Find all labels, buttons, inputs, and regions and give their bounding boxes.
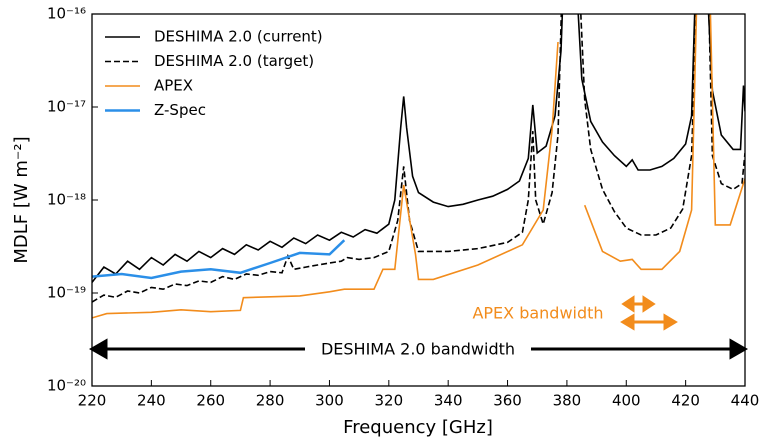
legend-label: DESHIMA 2.0 (target) bbox=[154, 52, 314, 70]
series-line bbox=[92, 14, 745, 319]
annotation: APEX bandwidth bbox=[472, 304, 603, 323]
x-tick-label: 340 bbox=[434, 392, 463, 410]
series-line bbox=[92, 14, 745, 303]
x-tick-label: 400 bbox=[612, 392, 641, 410]
y-tick-label: 10⁻¹⁸ bbox=[47, 191, 86, 209]
x-tick-label: 260 bbox=[196, 392, 225, 410]
x-tick-label: 220 bbox=[78, 392, 107, 410]
legend-label: DESHIMA 2.0 (current) bbox=[154, 28, 323, 46]
x-tick-label: 300 bbox=[315, 392, 344, 410]
x-tick-label: 420 bbox=[671, 392, 700, 410]
annotation-bg bbox=[305, 338, 531, 360]
annotation: DESHIMA 2.0 bandwidth bbox=[321, 340, 515, 359]
x-tick-label: 240 bbox=[137, 392, 166, 410]
x-tick-label: 320 bbox=[374, 392, 403, 410]
x-tick-label: 440 bbox=[731, 392, 760, 410]
legend-label: Z-Spec bbox=[154, 101, 206, 119]
series-line bbox=[92, 239, 346, 280]
y-tick-label: 10⁻¹⁷ bbox=[47, 98, 86, 116]
y-axis-label: MDLF [W m⁻²] bbox=[11, 136, 32, 263]
x-axis-label: Frequency [GHz] bbox=[343, 417, 493, 438]
x-tick-label: 380 bbox=[553, 392, 582, 410]
x-tick-label: 280 bbox=[256, 392, 285, 410]
plot-frame bbox=[91, 13, 746, 387]
apex-bandwidth-arrows bbox=[620, 295, 678, 331]
x-tick-label: 360 bbox=[493, 392, 522, 410]
legend-label: APEX bbox=[154, 77, 193, 95]
series-line bbox=[92, 14, 745, 283]
y-tick-label: 10⁻¹⁶ bbox=[47, 5, 86, 23]
y-tick-label: 10⁻²⁰ bbox=[47, 377, 86, 395]
y-tick-label: 10⁻¹⁹ bbox=[47, 284, 86, 302]
